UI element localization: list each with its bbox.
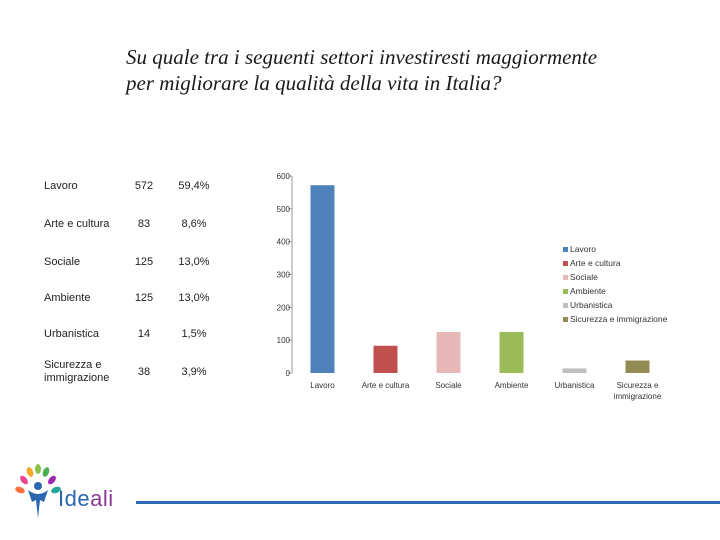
table-cell-percent: 13,0% bbox=[178, 256, 210, 268]
bar bbox=[436, 331, 461, 373]
y-tick-label: 400 bbox=[277, 238, 291, 247]
bar-chart: 0 100 200 300 400 500 600 Lavoro Arte e cultura… bbox=[277, 172, 668, 401]
table-cell-label: Ambiente bbox=[44, 291, 91, 304]
ideali-logo-text: Ideali bbox=[58, 486, 114, 511]
ideali-logo bbox=[10, 462, 120, 522]
legend-label: Sicurezza e immigrazione bbox=[570, 314, 668, 324]
bar bbox=[562, 368, 587, 373]
x-tick-label: Urbanistica bbox=[554, 381, 595, 390]
page-title: Su quale tra i seguenti settori investir… bbox=[126, 45, 598, 95]
table-cell-label: Lavoro bbox=[44, 179, 78, 192]
bar bbox=[625, 360, 650, 373]
legend-swatch bbox=[563, 261, 568, 266]
table-cell-count: 14 bbox=[137, 328, 151, 340]
table-row: Ambiente 125 13,0% bbox=[34, 280, 234, 316]
table-cell-label: Sicurezza e immigrazione bbox=[44, 359, 110, 384]
legend-swatch bbox=[563, 247, 568, 252]
table-row: Arte e cultura 83 8,6% bbox=[34, 206, 234, 242]
y-tick-label: 600 bbox=[277, 172, 291, 181]
legend-swatch bbox=[563, 303, 568, 308]
y-tick-label: 0 bbox=[286, 369, 291, 378]
bar bbox=[310, 185, 335, 373]
legend-swatch bbox=[563, 317, 568, 322]
legend-swatch bbox=[563, 275, 568, 280]
bar bbox=[499, 331, 524, 373]
table-row: Sicurezza e immigrazione 38 3,9% bbox=[34, 354, 234, 390]
x-tick-label: Sicurezza e bbox=[617, 381, 659, 390]
y-axis-ticks: 0 100 200 300 400 500 600 bbox=[277, 172, 292, 378]
footer-divider bbox=[136, 501, 720, 504]
table-cell-count: 125 bbox=[134, 292, 154, 304]
table-cell-label: Sociale bbox=[44, 255, 81, 268]
table-cell-count: 38 bbox=[137, 366, 151, 378]
x-axis-labels: Lavoro Arte e cultura Sociale Ambiente Urban… bbox=[310, 381, 662, 401]
table-row: Urbanistica 14 1,5% bbox=[34, 316, 234, 352]
table-cell-label: Arte e cultura bbox=[44, 217, 110, 230]
table-row: Sociale 125 13,0% bbox=[34, 244, 234, 280]
legend-label: Urbanistica bbox=[570, 300, 613, 310]
table-cell-label: Urbanistica bbox=[44, 327, 100, 340]
y-tick-label: 100 bbox=[277, 336, 291, 345]
legend-label: Sociale bbox=[570, 272, 598, 282]
table-cell-count: 83 bbox=[137, 218, 151, 230]
table-cell-count: 125 bbox=[134, 256, 154, 268]
table-cell-percent: 3,9% bbox=[181, 366, 207, 378]
y-tick-label: 200 bbox=[277, 303, 291, 312]
legend-label: Lavoro bbox=[570, 244, 596, 254]
y-tick-label: 300 bbox=[277, 271, 291, 280]
x-tick-label: immigrazione bbox=[614, 392, 662, 401]
table-cell-percent: 8,6% bbox=[181, 218, 207, 230]
bar bbox=[373, 345, 398, 373]
table-cell-percent: 59,4% bbox=[178, 180, 210, 192]
bars bbox=[310, 185, 650, 373]
table-cell-percent: 1,5% bbox=[181, 328, 207, 340]
legend-label: Arte e cultura bbox=[570, 258, 621, 268]
table-cell-percent: 13,0% bbox=[178, 292, 210, 304]
legend-swatch bbox=[563, 289, 568, 294]
ideali-logo-icon bbox=[15, 464, 61, 518]
table-cell-count: 572 bbox=[134, 180, 154, 192]
x-tick-label: Arte e cultura bbox=[362, 381, 410, 390]
legend: Lavoro Arte e cultura Sociale Ambiente Urban… bbox=[563, 244, 668, 324]
x-tick-label: Sociale bbox=[435, 381, 462, 390]
legend-label: Ambiente bbox=[570, 286, 606, 296]
x-tick-label: Lavoro bbox=[310, 381, 335, 390]
y-tick-label: 500 bbox=[277, 205, 291, 214]
x-tick-label: Ambiente bbox=[495, 381, 529, 390]
table-row: Lavoro 572 59,4% bbox=[34, 168, 234, 204]
